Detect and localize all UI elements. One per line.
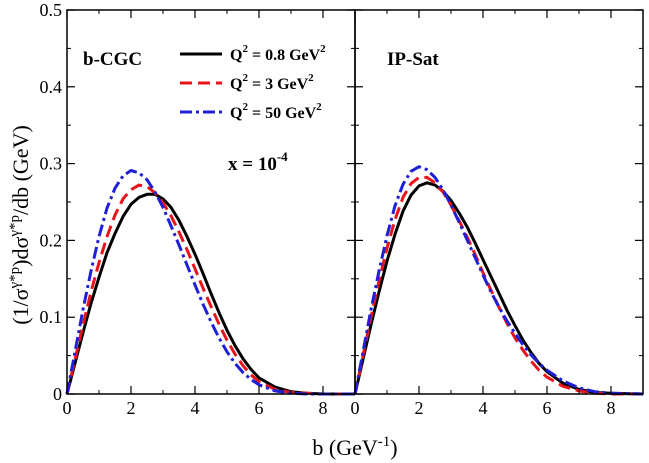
- legend-label-q08: Q2 = 0.8 GeV2: [230, 43, 326, 64]
- x-tick-label-bcgc-0: 0: [63, 398, 72, 418]
- curve-ipsat-q50: [353, 165, 644, 396]
- x-tick-label-bcgc-2: 4: [191, 398, 200, 418]
- x-tick-label-ipsat-4: 8: [607, 398, 616, 418]
- x-axis-label: b (GeV-1): [312, 434, 397, 460]
- ticks-layer: 0 2 4 6 8 0 0.1 0.2 0.3 0.4 0.5 0 2 4 6 8: [40, 0, 616, 418]
- x-tick-label-bcgc-4: 8: [319, 398, 328, 418]
- x-tick-label-bcgc-1: 2: [127, 398, 136, 418]
- x-tick-label-ipsat-3: 6: [543, 398, 552, 418]
- legend-label-q3: Q2 = 3 GeV2: [230, 72, 314, 93]
- curve-bcgc-q08: [65, 192, 355, 396]
- x-tick-label-ipsat-0: 0: [351, 398, 360, 418]
- x-value-annotation: x = 10-4: [228, 149, 288, 175]
- panel-label-bcgc: b-CGC: [83, 49, 142, 70]
- y-tick-label-0: 0: [53, 384, 62, 404]
- panel-ipsat: [353, 9, 644, 396]
- y-tick-label-2: 0.2: [40, 230, 63, 250]
- y-tick-label-3: 0.3: [40, 154, 63, 174]
- x-tick-label-ipsat-2: 4: [479, 398, 488, 418]
- legend: Q2 = 0.8 GeV2 Q2 = 3 GeV2 Q2 = 50 GeV2: [180, 43, 326, 122]
- legend-label-q50: Q2 = 50 GeV2: [230, 101, 322, 122]
- curve-ipsat-q3: [353, 175, 643, 396]
- y-axis-label: (1/σγ*p)dσγ*p/db (GeV): [7, 125, 33, 325]
- curve-bcgc-q50: [65, 169, 355, 396]
- y-tick-label-1: 0.1: [40, 307, 63, 327]
- y-tick-label-4: 0.4: [40, 77, 63, 97]
- y-tick-label-5: 0.5: [40, 0, 63, 20]
- curve-bcgc-q3: [65, 183, 355, 396]
- panel-label-ipsat: IP-Sat: [387, 49, 439, 70]
- panel-bcgc: [65, 9, 356, 396]
- x-tick-label-ipsat-1: 2: [415, 398, 424, 418]
- x-tick-label-bcgc-3: 6: [255, 398, 264, 418]
- panels-layer: [65, 9, 644, 396]
